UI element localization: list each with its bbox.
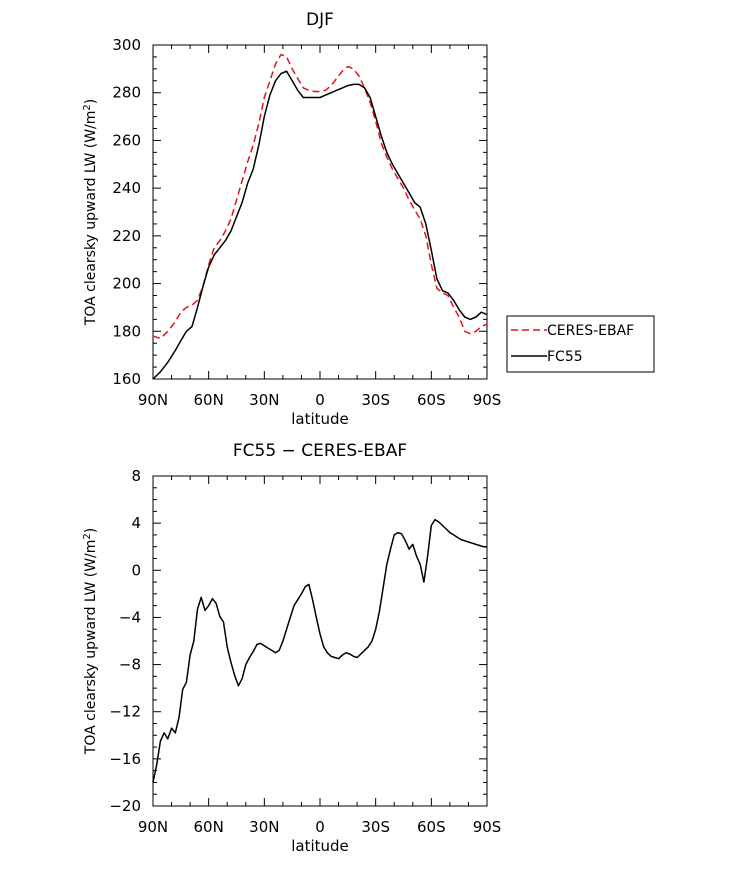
x-tick-label: 30S [361,818,390,836]
x-tick-label: 90N [138,818,168,836]
y-tick-label: −8 [119,656,141,674]
x-tick-label: 60S [417,818,446,836]
x-tick-label: 30N [249,391,279,409]
series-line-ceres-ebaf [152,53,488,340]
y-tick-label: 160 [112,370,141,388]
chart-1: DJF 90N 60N 30N 0 30S 60S 90S 160 180 200 220 240 260… [82,10,655,428]
x-tick-label: 60N [194,818,224,836]
y-tick-label: −4 [119,608,141,626]
y-tick-label: 4 [131,514,141,532]
y-tick-label: −16 [109,750,141,768]
legend: CERES-EBAF FC55 [506,315,655,373]
plot-frame [152,44,488,380]
x-tick-label: 30N [249,818,279,836]
x-axis-label: latitude [291,410,349,428]
chart-title: FC55 − CERES-EBAF [233,441,407,461]
y-tick-label: 220 [112,227,141,245]
y-axis-label: TOA clearsky upward LW (W/m2) [82,528,100,755]
x-tick-label: 30S [361,391,390,409]
legend-label: FC55 [547,349,583,365]
y-tick-label: 200 [112,275,141,293]
y-tick-label: −12 [109,703,141,721]
series-line-fc55 [152,70,488,380]
y-tick-label: 280 [112,84,141,102]
x-axis-label: latitude [291,837,349,855]
x-tick-label: 90S [473,391,502,409]
x-tick-label: 60N [194,391,224,409]
x-tick-label: 0 [315,818,325,836]
y-tick-label: 240 [112,179,141,197]
chart-2: FC55 − CERES-EBAF 90N 60N 30N 0 30S 60S 90S −20 −… [82,441,502,855]
y-tick-label: 0 [131,561,141,579]
y-tick-label: 8 [131,467,141,485]
y-tick-label: 260 [112,131,141,149]
series-line-difference [152,518,487,783]
plot-frame [152,475,488,807]
y-tick-label: −20 [109,797,141,815]
x-tick-label: 90S [473,818,502,836]
x-tick-label: 0 [315,391,325,409]
legend-box [506,315,655,373]
chart-title: DJF [306,10,334,30]
y-axis-label: TOA clearsky upward LW (W/m2) [82,99,100,326]
y-tick-label: 180 [112,322,141,340]
x-tick-label: 60S [417,391,446,409]
legend-label: CERES-EBAF [547,323,634,339]
x-tick-label: 90N [138,391,168,409]
y-tick-label: 300 [112,36,141,54]
